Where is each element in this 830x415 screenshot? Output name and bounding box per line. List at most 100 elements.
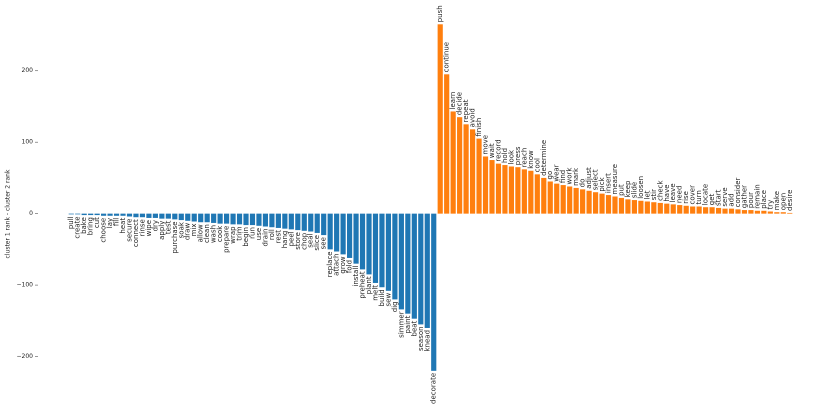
bar <box>256 213 262 226</box>
x-tick-label: allow <box>197 224 205 242</box>
bar <box>75 213 81 215</box>
x-tick-label: go <box>546 171 554 180</box>
x-tick-label: melt <box>371 285 379 301</box>
bar <box>560 185 566 214</box>
x-tick-label: lay <box>106 218 114 228</box>
x-tick-label: fold <box>346 260 354 273</box>
x-tick-label: reach <box>520 148 528 168</box>
bar <box>508 166 515 214</box>
x-tick-label: preheat <box>359 271 367 299</box>
x-tick-label: select <box>592 169 600 190</box>
y-tick-label: −100 <box>17 282 34 289</box>
bar <box>580 189 586 214</box>
bar <box>521 169 527 214</box>
x-tick-label: measure <box>611 164 619 195</box>
bar <box>631 200 637 214</box>
bar <box>81 213 87 216</box>
x-tick-label: bring <box>87 217 95 235</box>
bar <box>554 183 560 214</box>
bar <box>625 199 631 214</box>
bar <box>567 186 573 214</box>
x-tick-label: wear <box>553 164 561 181</box>
x-tick-label: purchase <box>171 221 179 253</box>
bar <box>139 213 146 218</box>
x-tick-label: secure <box>125 219 133 242</box>
x-tick-label: peel <box>287 231 295 246</box>
bar <box>476 138 482 214</box>
bar <box>308 213 314 232</box>
bar <box>651 202 657 214</box>
bar <box>774 212 780 214</box>
bar <box>431 213 437 371</box>
bar <box>495 163 502 214</box>
bar <box>321 213 327 236</box>
bar <box>211 213 217 223</box>
x-tick-label: install <box>352 266 360 287</box>
bar <box>68 213 74 215</box>
bar <box>94 213 100 216</box>
x-tick-label: consider <box>734 177 742 207</box>
bar <box>366 213 372 275</box>
bar <box>249 213 256 226</box>
bar <box>741 210 748 214</box>
bar <box>159 213 165 219</box>
bar <box>709 207 715 214</box>
bar <box>463 124 469 214</box>
bar <box>728 208 735 214</box>
bar <box>165 213 171 219</box>
bar <box>230 213 236 225</box>
bar <box>392 213 398 300</box>
x-tick-label: loosen <box>637 176 645 199</box>
x-tick-label: build <box>378 289 386 306</box>
bar <box>541 177 547 214</box>
bar <box>301 213 307 231</box>
x-tick-label: keep <box>624 180 632 197</box>
y-tick-label: 0 <box>29 210 33 217</box>
bar <box>418 213 424 325</box>
bar <box>282 213 288 229</box>
x-tick-label: begin <box>242 227 250 247</box>
x-tick-label: wait <box>488 143 496 158</box>
x-tick-label: mix <box>190 224 198 237</box>
x-tick-label: turn <box>695 190 703 204</box>
x-tick-label: wrap <box>229 226 237 244</box>
bar <box>314 213 320 233</box>
x-tick-label: store <box>294 232 302 250</box>
x-tick-label: mark <box>572 167 580 186</box>
bar <box>204 213 210 223</box>
bar <box>722 208 728 214</box>
x-tick-label: pour <box>747 192 755 208</box>
bar <box>152 213 158 218</box>
x-tick-label: stir <box>650 189 658 200</box>
x-tick-label: rest <box>274 230 282 244</box>
x-tick-label: remain <box>753 184 761 209</box>
bar <box>385 213 392 291</box>
x-tick-label: open <box>779 193 787 210</box>
x-tick-label: serve <box>721 187 729 206</box>
x-tick-label: prepare <box>223 226 231 253</box>
x-tick-label: add <box>728 193 736 206</box>
x-tick-label: dry <box>151 220 159 231</box>
bar <box>217 213 223 224</box>
x-tick-label: make <box>773 191 781 210</box>
x-tick-label: hold <box>501 148 509 163</box>
bar <box>787 212 793 214</box>
x-tick-label: determine <box>540 140 548 176</box>
bar <box>638 200 644 214</box>
x-tick-label: pull <box>67 216 75 229</box>
bar <box>327 213 333 250</box>
x-tick-label: gather <box>740 185 748 208</box>
x-tick-label: create <box>74 216 82 238</box>
x-tick-label: drain <box>261 229 269 247</box>
bar <box>690 206 696 214</box>
x-tick-label: knead <box>423 330 431 352</box>
x-tick-label: soak <box>177 221 185 238</box>
bar <box>198 213 204 223</box>
x-tick-label: draw <box>184 223 192 241</box>
bar <box>243 213 249 226</box>
bar <box>696 206 702 214</box>
bar <box>670 204 676 214</box>
y-tick-label: 200 <box>22 67 34 74</box>
x-tick-label: cut <box>93 217 101 228</box>
x-tick-label: beat <box>410 320 418 336</box>
